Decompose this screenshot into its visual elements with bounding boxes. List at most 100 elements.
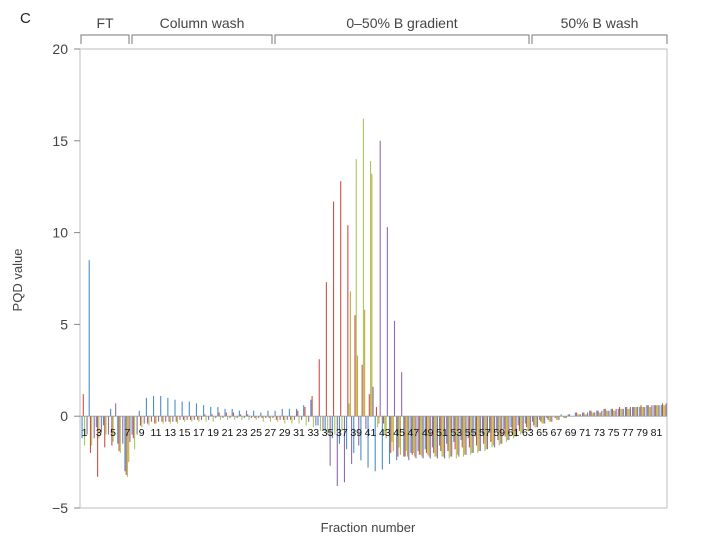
bar-f8-s5 [136, 416, 138, 435]
bar-f76-s5 [622, 408, 624, 417]
bar-f64-s5 [536, 416, 539, 428]
bar-f30-s3 [291, 416, 293, 424]
bar-f68-s3 [563, 416, 565, 419]
bar-f65-s1 [539, 416, 541, 420]
bar-f76-s3 [620, 408, 622, 417]
x-tick-label: 77 [622, 427, 634, 439]
bar-f42-s2 [375, 407, 377, 417]
x-tick-label: 67 [551, 427, 563, 439]
bar-f42-s3 [377, 416, 379, 428]
bar-f14-s3 [176, 416, 179, 424]
x-tick-label: 41 [365, 427, 377, 439]
y-tick-label: 0 [60, 408, 68, 424]
bar-f81-s3 [656, 405, 658, 417]
bar-f35-s1 [324, 416, 326, 431]
bar-f57-s2 [483, 416, 485, 444]
bar-f29-s3 [284, 416, 286, 424]
bar-f9-s5 [143, 416, 145, 424]
bar-f43-s3 [384, 416, 386, 435]
bar-f44-s1 [388, 416, 391, 464]
bar-f68-s1 [560, 414, 562, 417]
bar-f11-s5 [158, 416, 160, 422]
x-tick-label: 39 [350, 427, 362, 439]
bar-f19-s1 [210, 407, 212, 417]
bar-f40-s3 [362, 118, 364, 417]
bar-f72-s5 [594, 412, 596, 417]
bar-f41-s4 [371, 173, 373, 417]
bar-f24-s5 [250, 416, 253, 419]
bar-f50-s2 [433, 416, 435, 453]
bar-f36-s3 [334, 416, 336, 435]
bar-f74-s1 [603, 408, 605, 417]
bar-f3-s1 [95, 416, 97, 428]
x-tick-label: 75 [608, 427, 620, 439]
y-tick-label: 10 [52, 225, 68, 241]
bar-f35-s2 [325, 282, 327, 417]
bar-f25-s1 [253, 410, 255, 417]
bar-f33-s5 [315, 416, 317, 426]
bar-f60-s5 [508, 416, 510, 441]
bar-f57-s3 [484, 416, 486, 452]
bar-f11-s1 [153, 396, 155, 417]
bar-f24-s3 [248, 416, 250, 420]
bar-f46-s1 [403, 416, 405, 457]
bar-f34-s2 [318, 359, 320, 417]
y-tick-label: 15 [52, 133, 68, 149]
bar-f66-s1 [546, 416, 548, 419]
bar-f50-s5 [436, 416, 438, 459]
x-tick-label: 71 [579, 427, 591, 439]
bar-f77-s4 [628, 408, 630, 417]
region-label: FT [96, 15, 114, 31]
x-tick-label: 53 [450, 427, 462, 439]
bar-f43-s1 [381, 416, 383, 470]
bar-f70-s3 [577, 414, 579, 417]
bar-f64-s3 [534, 416, 536, 428]
bar-f46-s3 [405, 416, 407, 452]
bar-f70-s5 [579, 414, 581, 417]
bar-f77-s3 [627, 408, 629, 417]
bar-f56-s5 [479, 416, 481, 452]
bar-f2-s5 [93, 416, 95, 439]
bar-f22-s3 [234, 416, 236, 420]
bar-f53-s4 [457, 416, 459, 455]
x-tick-label: 55 [465, 427, 477, 439]
bar-f74-s4 [607, 410, 609, 417]
bar-f42-s4 [378, 416, 380, 424]
bar-f66-s5 [551, 416, 553, 422]
region-label: 50% B wash [561, 15, 639, 31]
x-tick-label: 5 [110, 427, 116, 439]
bar-f30-s1 [288, 408, 290, 417]
bar-f8-s2 [132, 416, 134, 439]
bar-f35-s5 [329, 416, 331, 466]
bar-f52-s2 [447, 416, 449, 452]
bar-f3-s3 [98, 416, 100, 439]
bar-f34-s5 [322, 416, 324, 431]
bar-f67-s5 [558, 416, 560, 420]
bar-f66-s4 [550, 416, 552, 422]
bar-f17-s5 [200, 416, 202, 420]
bar-f75-s2 [611, 408, 613, 417]
bar-f13-s3 [169, 416, 171, 424]
bar-f51-s1 [439, 416, 441, 446]
bar-f27-s5 [272, 416, 274, 419]
y-tick-label: 20 [52, 41, 68, 57]
bar-f25-s3 [255, 416, 257, 420]
bar-f1-s2 [82, 394, 84, 417]
bar-f26-s3 [262, 416, 264, 422]
bar-f43-s5 [386, 227, 388, 417]
bar-f32-s5 [308, 416, 310, 422]
bar-f72-s2 [590, 410, 592, 417]
bar-f53-s3 [455, 416, 457, 459]
bar-f41-s1 [367, 416, 369, 468]
bar-f5-s1 [110, 408, 112, 417]
region-label: 0–50% B gradient [346, 15, 457, 31]
bar-f34-s1 [317, 416, 319, 426]
bar-f45-s4 [399, 416, 401, 455]
bar-f82-s5 [665, 403, 667, 417]
bar-f33-s2 [311, 396, 313, 417]
bar-f79-s2 [640, 405, 642, 417]
bar-f69-s1 [567, 414, 569, 417]
bar-f45-s5 [401, 372, 403, 417]
bar-f12-s3 [162, 416, 164, 424]
x-axis-title: Fraction number [321, 520, 416, 535]
